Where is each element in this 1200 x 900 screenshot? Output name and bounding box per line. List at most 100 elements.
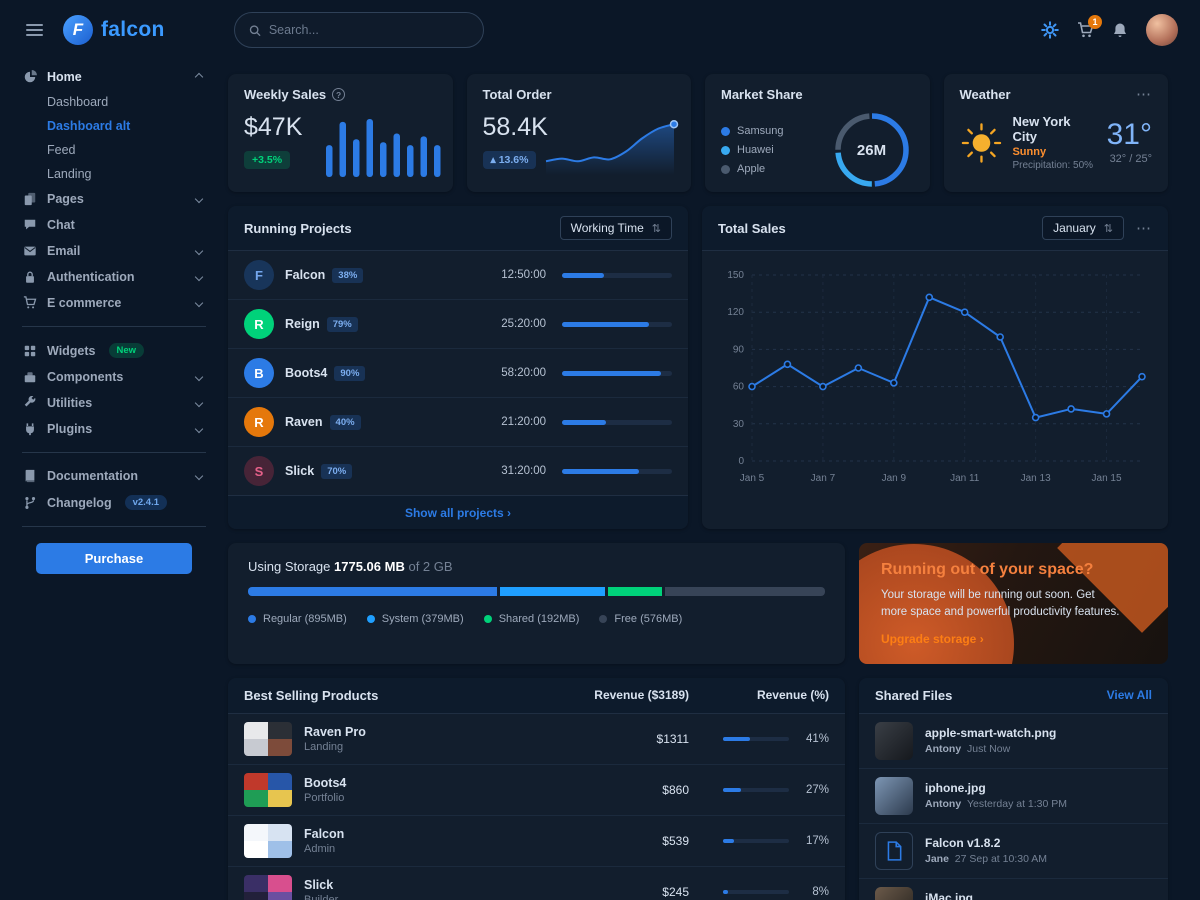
product-category[interactable]: Portfolio bbox=[304, 791, 345, 804]
file-row-apple-smart-watch-png: apple-smart-watch.png Antony Just Now bbox=[859, 714, 1168, 768]
upgrade-storage-link[interactable]: Upgrade storage bbox=[881, 632, 984, 646]
product-name[interactable]: Falcon bbox=[304, 826, 345, 841]
project-row-boots4[interactable]: B Boots4 90% 58:20:00 bbox=[228, 348, 688, 397]
project-name[interactable]: Slick bbox=[285, 464, 315, 478]
product-category[interactable]: Builder bbox=[304, 893, 339, 900]
sidebar-item-label: Plugins bbox=[47, 422, 93, 436]
hamburger-menu-icon[interactable] bbox=[22, 20, 47, 40]
file-name[interactable]: Falcon v1.8.2 bbox=[925, 836, 1001, 850]
sidebar-item-changelog[interactable]: Changelog v2.4.1 bbox=[22, 489, 206, 516]
storage-segment-shared-192mb- bbox=[608, 587, 662, 596]
sidebar-item-email[interactable]: Email bbox=[22, 238, 206, 264]
storage-suffix: of 2 GB bbox=[408, 559, 453, 574]
best-selling-rows: Raven Pro Landing $1311 41% Boots4 Portfolio $… bbox=[228, 714, 845, 900]
product-name[interactable]: Raven Pro bbox=[304, 724, 366, 739]
sidebar-item-landing[interactable]: Landing bbox=[47, 167, 92, 181]
purchase-button[interactable]: Purchase bbox=[36, 543, 192, 574]
plugins-icon bbox=[22, 422, 38, 436]
weather-temp: 31° bbox=[1106, 118, 1152, 151]
sun-icon bbox=[961, 122, 1001, 163]
product-row-raven-pro: Raven Pro Landing $1311 41% bbox=[228, 714, 845, 764]
product-category[interactable]: Admin bbox=[304, 842, 336, 855]
month-select[interactable]: January bbox=[1042, 216, 1124, 240]
working-time-select[interactable]: Working Time bbox=[559, 216, 672, 240]
card-menu-icon[interactable] bbox=[1136, 87, 1152, 102]
search-input[interactable] bbox=[268, 23, 469, 37]
project-name[interactable]: Falcon bbox=[285, 268, 326, 282]
project-row-slick[interactable]: S Slick 70% 31:20:00 bbox=[228, 446, 688, 495]
file-thumbnail bbox=[875, 886, 913, 900]
svg-text:30: 30 bbox=[733, 419, 745, 430]
sidebar-item-feed[interactable]: Feed bbox=[47, 143, 76, 157]
market-share-title: Market Share bbox=[721, 87, 803, 102]
brand-name: falcon bbox=[101, 18, 165, 41]
sidebar-item-utilities[interactable]: Utilities bbox=[22, 390, 206, 416]
storage-legend: Regular (895MB) System (379MB) Shared (192… bbox=[248, 609, 825, 628]
total-order-badge: 13.6% bbox=[482, 151, 537, 169]
project-row-reign[interactable]: R Reign 79% 25:20:00 bbox=[228, 299, 688, 348]
weather-precipitation: Precipitation: 50% bbox=[1012, 160, 1094, 171]
chevron-down-icon bbox=[194, 471, 204, 481]
sidebar-item-home[interactable]: Home bbox=[22, 64, 206, 90]
file-row-falcon-v1-8-2: Falcon v1.8.2 Jane 27 Sep at 10:30 AM bbox=[859, 822, 1168, 878]
settings-gear-icon[interactable] bbox=[1041, 21, 1059, 39]
project-row-falcon[interactable]: F Falcon 38% 12:50:00 bbox=[228, 251, 688, 299]
sidebar-item-label: Components bbox=[47, 370, 124, 384]
file-row-iphone-jpg: iphone.jpg Antony Yesterday at 1:30 PM bbox=[859, 767, 1168, 823]
product-row-slick: Slick Builder $245 8% bbox=[228, 865, 845, 900]
sidebar-item-components[interactable]: Components bbox=[22, 364, 206, 390]
question-circle-icon[interactable] bbox=[332, 88, 346, 101]
project-progress-bar bbox=[562, 321, 672, 327]
sidebar-item-pages[interactable]: Pages bbox=[22, 186, 206, 212]
cart-icon[interactable]: 1 bbox=[1077, 15, 1102, 38]
sidebar-badge: v2.4.1 bbox=[124, 495, 168, 510]
weather-title: Weather bbox=[959, 87, 1011, 102]
sidebar-badge: New bbox=[108, 343, 145, 358]
card-menu-icon[interactable] bbox=[1136, 221, 1152, 236]
storage-segment-free-576mb- bbox=[664, 587, 825, 596]
svg-text:150: 150 bbox=[727, 270, 744, 281]
project-name[interactable]: Reign bbox=[285, 317, 320, 331]
show-all-projects-link[interactable]: Show all projects bbox=[405, 506, 511, 520]
sidebar-item-label: Email bbox=[47, 244, 81, 258]
market-share-legend: Samsung Huawei Apple bbox=[721, 122, 783, 179]
product-thumbnail bbox=[244, 874, 292, 900]
total-order-title: Total Order bbox=[482, 87, 552, 102]
project-name[interactable]: Boots4 bbox=[285, 366, 328, 380]
running-projects-card: Running Projects Working Time F Falcon 38%… bbox=[228, 206, 688, 529]
file-name[interactable]: apple-smart-watch.png bbox=[925, 726, 1057, 740]
sidebar-item-authentication[interactable]: Authentication bbox=[22, 264, 206, 290]
sidebar-item-chat[interactable]: Chat bbox=[22, 212, 206, 238]
sidebar-item-plugins[interactable]: Plugins bbox=[22, 416, 206, 442]
sidebar-item-widgets[interactable]: Widgets New bbox=[22, 337, 206, 364]
legend-dot bbox=[248, 614, 256, 623]
product-row-boots4: Boots4 Portfolio $860 27% bbox=[228, 763, 845, 815]
total-sales-line-chart: 0 30 60 90 120 150 Jan 5 Jan 7 Jan 9 Jan 11 Jan 13… bbox=[702, 251, 1168, 498]
user-avatar[interactable] bbox=[1146, 14, 1178, 46]
file-name[interactable]: iphone.jpg bbox=[925, 781, 986, 795]
file-name[interactable]: iMac.jpg bbox=[925, 891, 974, 900]
legend-item-samsung: Samsung bbox=[721, 122, 783, 141]
product-revenue-pct: 17% bbox=[805, 834, 829, 847]
notifications-bell-icon[interactable] bbox=[1112, 22, 1128, 39]
weather-condition: Sunny bbox=[1012, 146, 1047, 158]
project-row-raven[interactable]: R Raven 40% 21:20:00 bbox=[228, 397, 688, 446]
product-category[interactable]: Landing bbox=[304, 740, 344, 753]
search-box[interactable] bbox=[234, 12, 484, 48]
product-thumbnail bbox=[244, 772, 292, 807]
brand-logo[interactable]: F falcon bbox=[63, 15, 165, 45]
utilities-icon bbox=[22, 396, 38, 410]
sidebar-item-documentation[interactable]: Documentation bbox=[22, 463, 206, 489]
sidebar-item-dashboard[interactable]: Dashboard bbox=[47, 95, 109, 109]
view-all-link[interactable]: View All bbox=[1106, 688, 1152, 702]
sidebar-item-e-commerce[interactable]: E commerce bbox=[22, 290, 206, 316]
project-name[interactable]: Raven bbox=[285, 415, 323, 429]
project-time: 25:20:00 bbox=[501, 318, 546, 330]
book-icon bbox=[22, 469, 38, 483]
weather-temp-range: 32° / 25° bbox=[1109, 153, 1152, 165]
product-name[interactable]: Slick bbox=[304, 877, 334, 892]
sidebar-item-dashboard-alt[interactable]: Dashboard alt bbox=[47, 119, 131, 133]
legend-label: Free (576MB) bbox=[614, 612, 683, 625]
product-name[interactable]: Boots4 bbox=[304, 775, 347, 790]
product-revenue-bar bbox=[723, 787, 789, 792]
